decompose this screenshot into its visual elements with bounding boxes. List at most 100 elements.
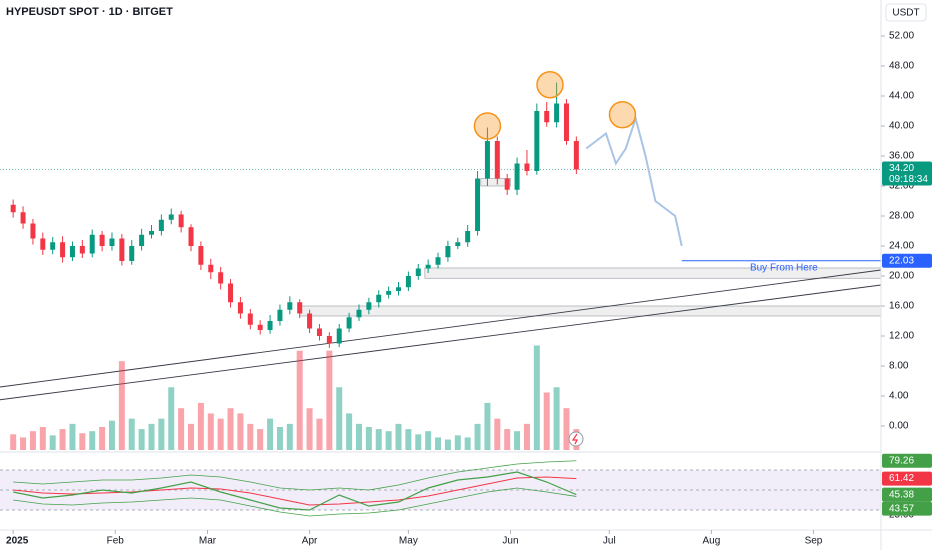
rsi-badge [882,501,932,516]
candle-body [178,214,184,228]
volume-bar [20,437,27,450]
y-tick-label: 44.00 [889,91,914,102]
volume-bar [79,433,86,450]
volume-bar [267,418,274,450]
candle-body [109,238,115,246]
volume-bar [89,431,96,450]
candle-body [237,302,243,314]
rsi-rsi [13,471,577,511]
rsi-lower [13,487,577,517]
candle-body [425,264,431,269]
volume-bar [355,423,362,450]
volume-bar [207,413,214,450]
volume-bar [188,423,195,450]
volume-bar [365,427,372,450]
y-tick-label: 52.00 [889,31,914,42]
countdown: 09:18:34 [889,174,928,185]
volume-bar [276,427,283,450]
candle-body [554,103,560,123]
volume-bar [326,350,333,450]
currency: USDT [892,8,919,19]
candle-body [188,227,194,246]
volume-bar [49,435,56,450]
buy-badge-label: 22.03 [889,255,914,266]
volume-bar [10,434,17,450]
x-tick-label: May [399,536,418,547]
candle-body [30,223,36,239]
volume-bar [444,439,451,450]
candle-body [514,163,520,190]
candle-body [257,324,263,330]
zone [299,305,881,317]
candle-body [148,231,154,235]
volume-bar [543,392,550,450]
volume-bar [247,423,254,450]
volume-bar [385,431,392,450]
candle-body [455,242,461,246]
volume-bar [464,437,471,450]
candle-body [356,309,362,318]
x-tick-label: Feb [107,536,125,547]
candle-body [415,268,421,276]
volume-bar [237,413,244,450]
candle-body [326,336,332,344]
volume-bar [514,431,521,450]
candle-body [267,321,273,330]
x-tick-label: Aug [702,536,720,547]
volume-bar [523,423,530,450]
alert-icon[interactable] [568,431,584,447]
y-tick-label: 16.00 [889,301,914,312]
last-price-badge [882,161,932,186]
y-tick-label: 20.00 [889,271,914,282]
volume-bar [494,418,501,450]
y-tick-label: 36.00 [889,151,914,162]
trendline [0,269,881,388]
rsi-badge-label: 79.26 [889,455,914,466]
buy-label: Buy From Here [750,262,818,273]
candle-body [524,163,530,171]
rsi-badge [882,453,932,468]
volume-bar [474,423,481,450]
candle-body [40,238,46,250]
volume-bar [158,418,165,450]
candle-body [494,141,500,179]
y-tick-label: 12.00 [889,331,914,342]
volume-bar [375,429,382,450]
rsi-ma [13,476,577,506]
peak-marker [536,71,564,99]
volume-bar [405,429,412,450]
currency-box[interactable] [885,3,927,22]
candle-body [405,276,411,288]
candle-body [445,246,451,258]
rsi-badge [882,487,932,502]
candle-body [396,287,402,291]
x-tick-label: Mar [199,536,217,547]
volume-bar [454,435,461,450]
buy-badge [882,253,932,268]
volume-bar [29,431,36,450]
trendline [0,284,881,401]
candle-body [198,246,204,265]
volume-bar [69,423,76,450]
volume-bar [148,423,155,450]
chart-title: HYPEUSDT SPOT · 1D · BITGET [6,6,173,18]
volume-bar [168,387,175,450]
y-tick-label: 28.00 [889,211,914,222]
volume-bar [59,429,66,450]
volume-bar [257,429,264,450]
volume-bar [306,408,313,450]
volume-bar [178,408,185,450]
candle-body [277,309,283,321]
y-tick-label: 48.00 [889,61,914,72]
rsi-badge-label: 45.38 [889,489,914,500]
candle-body [465,231,471,243]
plot: Buy From Here [0,71,881,517]
candle-body [168,214,174,220]
candle-body [504,178,510,190]
rsi-badge [882,471,932,486]
axes: 52.00 48.00 44.00 40.00 36.00 32.00 28.00 24.00… [6,31,932,547]
candle-body [60,242,66,258]
candle-body [119,238,125,261]
candle-body [336,328,342,344]
